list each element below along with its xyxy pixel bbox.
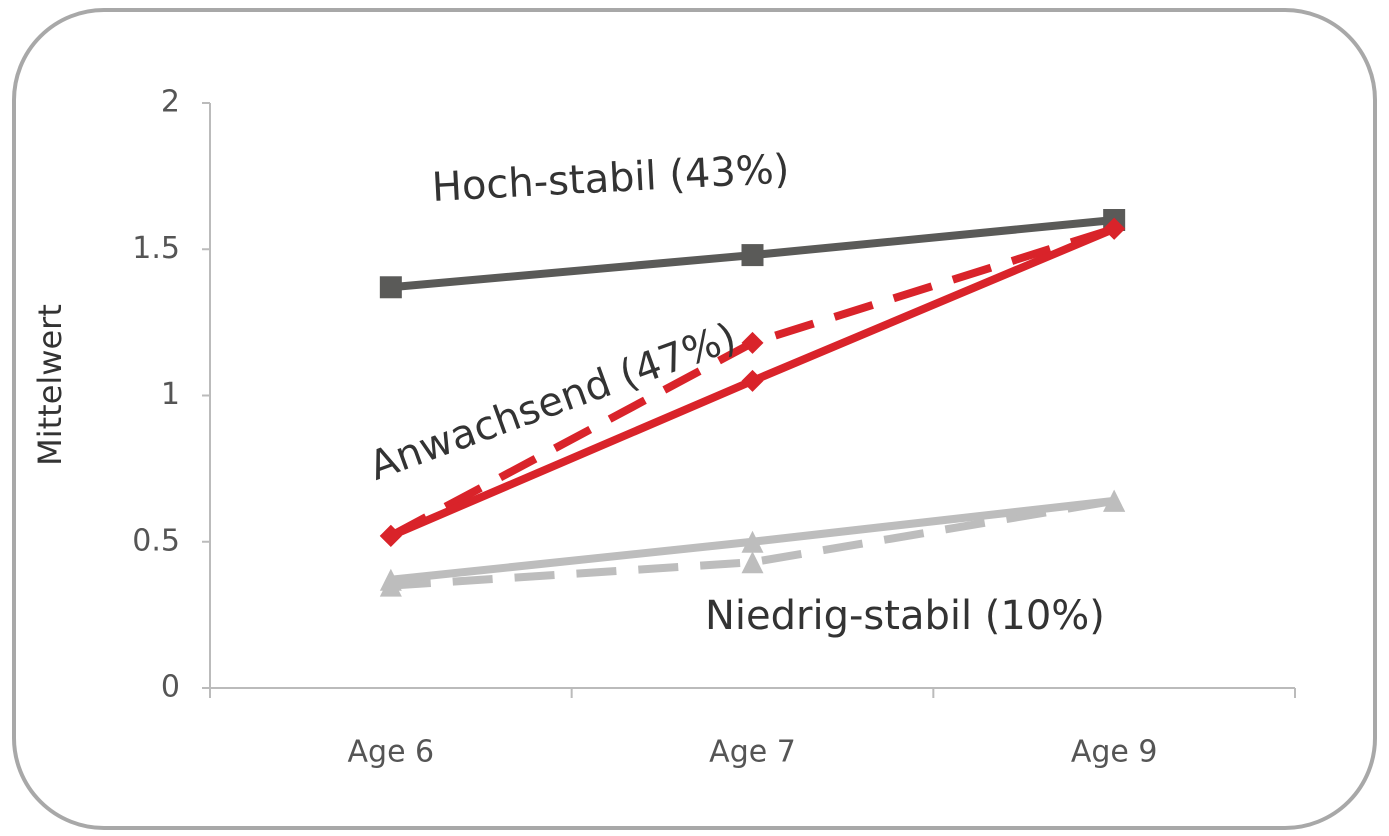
y-tick-label: 0 [161,670,180,705]
marker [741,530,764,553]
y-tick-label: 1 [161,377,180,412]
marker [379,276,402,299]
marker [741,551,764,574]
annotation: Niedrig-stabil (10%) [705,593,1105,639]
y-tick-label: 2 [161,85,180,120]
y-axis-title: Mittelwert [31,304,69,466]
x-tick-label: Age 6 [348,735,435,770]
marker [741,331,764,354]
frame [12,8,1377,830]
marker [379,568,402,591]
x-tick-label: Age 7 [709,735,796,770]
y-tick-label: 1.5 [132,231,180,266]
marker [379,524,402,547]
marker [741,244,764,267]
marker [1103,489,1126,512]
marker [1103,217,1126,240]
y-tick-label: 0.5 [132,523,180,558]
x-tick-label: Age 9 [1071,735,1158,770]
marker [741,369,764,392]
